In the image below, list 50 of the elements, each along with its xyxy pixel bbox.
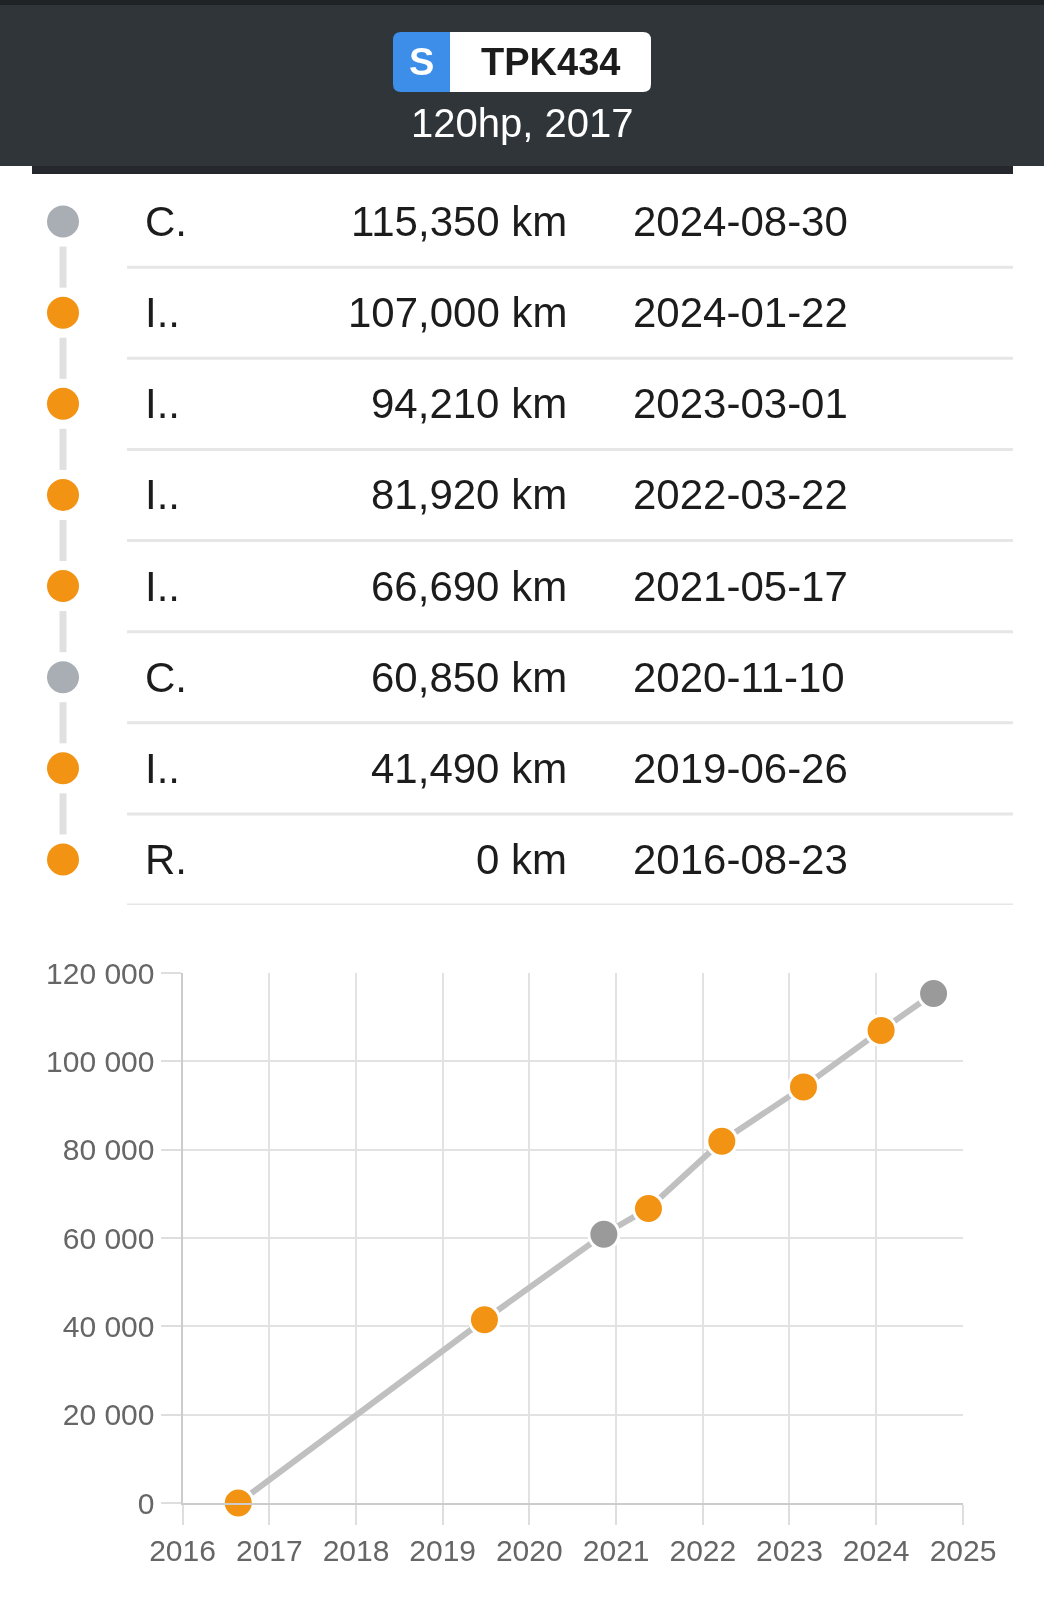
y-tick-label: 0 (137, 1486, 155, 1520)
data-label: 66,690 km (371, 563, 568, 610)
point (705, 1124, 739, 1158)
text: 2016-08-23 (633, 836, 848, 883)
x-tick-label: 2021 (582, 1534, 650, 1567)
x-tick-label: 2024 (842, 1534, 910, 1567)
text: 2024-08-30 (633, 198, 848, 245)
text: 2023-03-01 (633, 380, 848, 427)
point (587, 1217, 621, 1251)
text: TPK434 (481, 41, 621, 83)
point (786, 1070, 820, 1104)
category-label: I.. (145, 471, 181, 518)
x-tick-label: 2019 (409, 1534, 477, 1567)
point (864, 1013, 898, 1047)
category-label: C. (145, 198, 187, 245)
data-label: 60,850 km (371, 654, 568, 701)
category-label: I.. (145, 745, 181, 792)
point (221, 1486, 255, 1520)
text: 2021-05-17 (633, 563, 848, 610)
category-label: I.. (145, 289, 181, 336)
text: 2024-01-22 (633, 289, 848, 336)
x-tick-label: 2017 (236, 1534, 303, 1567)
y-tick-label: 20 000 (62, 1398, 155, 1432)
point (467, 1303, 501, 1337)
text: 2019-06-26 (633, 745, 848, 792)
text: S (409, 41, 435, 83)
category-label: I.. (145, 563, 181, 610)
data-label: 94,210 km (371, 380, 568, 427)
y-tick-label: 60 000 (62, 1221, 155, 1255)
data-label: 41,490 km (371, 745, 568, 792)
x-tick-label: 2022 (669, 1534, 737, 1567)
text: 2020-11-10 (633, 654, 845, 701)
text: 120hp, 2017 (411, 101, 634, 145)
category-label: C. (145, 654, 187, 701)
category-label: R. (145, 836, 187, 883)
y-tick-label: 40 000 (62, 1309, 155, 1343)
data-label: 81,920 km (371, 471, 568, 518)
x-tick-label: 2023 (756, 1534, 823, 1567)
x-tick-label: 2018 (322, 1534, 390, 1567)
data-label: 0 km (476, 836, 568, 883)
text: 2022-03-22 (633, 471, 848, 518)
category-label: I.. (145, 380, 181, 427)
x-tick-label: 2016 (149, 1534, 216, 1567)
x-tick-label: 2020 (495, 1534, 563, 1567)
y-tick-label: 120 000 (46, 956, 155, 990)
y-tick-label: 80 000 (62, 1133, 155, 1167)
data-label: 107,000 km (348, 289, 568, 336)
y-tick-label: 100 000 (46, 1044, 155, 1078)
x-tick-label: 2025 (929, 1534, 997, 1567)
data-label: 115,350 km (351, 198, 568, 245)
